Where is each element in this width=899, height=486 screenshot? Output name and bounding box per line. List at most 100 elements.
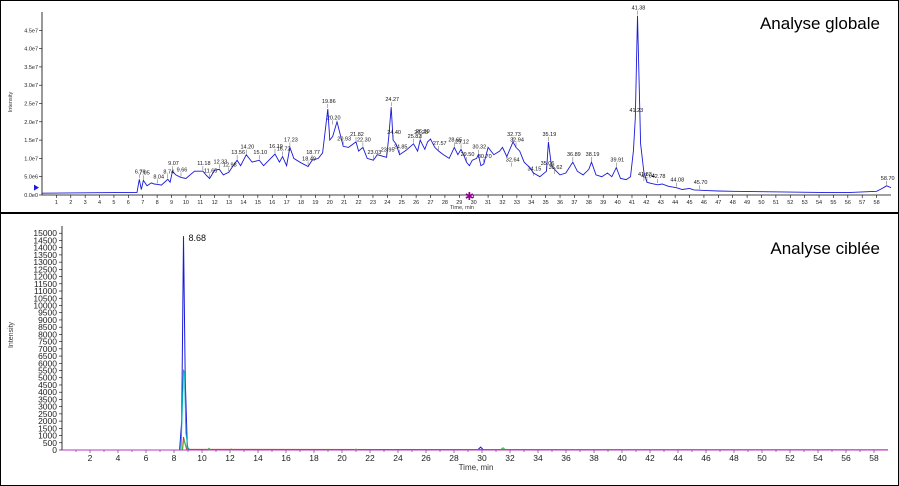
peak-label: 8.04 <box>153 174 164 180</box>
top-x-tick-label: 26 <box>413 200 419 206</box>
bottom-y-tick-label: 0 <box>52 445 57 455</box>
bottom-y-tick-label: 7500 <box>38 337 57 347</box>
panel-divider <box>0 212 899 214</box>
top-x-tick-label: 28 <box>442 200 448 206</box>
tic-trace-line <box>41 15 892 194</box>
global-analysis-title: Analyse globale <box>760 14 880 33</box>
peak-label: 9.66 <box>177 167 188 173</box>
peak-label: 35.06 <box>541 161 555 167</box>
top-x-tick-label: 12 <box>212 200 218 206</box>
top-x-tick-label: 29 <box>456 200 462 206</box>
peak-label: 26.28 <box>414 130 428 136</box>
bottom-y-tick-label: 6500 <box>38 351 57 361</box>
bottom-y-axis-label: Intensity <box>8 321 15 348</box>
top-x-tick-label: 24 <box>384 200 390 206</box>
top-x-tick-label: 41 <box>629 200 635 206</box>
peak-label: 16.19 <box>269 144 283 150</box>
peak-label: 7.05 <box>139 170 150 176</box>
bottom-y-tick-label: 1500 <box>38 423 57 433</box>
bottom-y-tick-label: 5000 <box>38 373 57 383</box>
peak-label: 24.85 <box>394 145 408 151</box>
top-x-tick-label: 39 <box>600 200 606 206</box>
bottom-y-tick-label: 1000 <box>38 431 57 441</box>
top-x-tick-label: 17 <box>284 200 290 206</box>
peak-label: 42.78 <box>652 174 666 180</box>
top-x-tick-label: 55 <box>830 200 836 206</box>
top-x-tick-label: 50 <box>758 200 764 206</box>
peak-label: 35.19 <box>542 132 556 138</box>
bottom-y-tick-label: 4000 <box>38 387 57 397</box>
bottom-x-tick-label: 24 <box>393 453 403 463</box>
top-y-tick-label: 3.5e7 <box>24 65 38 71</box>
bottom-y-tick-label: 15000 <box>33 228 57 238</box>
bottom-y-tick-label: 2000 <box>38 416 57 426</box>
bottom-x-tick-label: 46 <box>701 453 711 463</box>
top-x-tick-label: 43 <box>658 200 664 206</box>
top-x-tick-label: 46 <box>701 200 707 206</box>
bottom-x-tick-label: 22 <box>365 453 375 463</box>
peak-label: 22.30 <box>357 137 371 143</box>
bottom-x-tick-label: 8 <box>172 453 177 463</box>
peak-label: 34.15 <box>528 167 542 173</box>
peak-label: 45.70 <box>694 180 708 186</box>
top-x-tick-label: 25 <box>399 200 405 206</box>
peak-label: 8.74 <box>163 169 174 175</box>
peak-label: 17.23 <box>284 137 298 143</box>
peak-label: 24.27 <box>385 97 399 103</box>
top-x-tick-label: 14 <box>240 200 246 206</box>
bottom-y-tick-label: 7000 <box>38 344 57 354</box>
top-x-tick-label: 54 <box>816 200 822 206</box>
top-x-tick-label: 2 <box>69 200 72 206</box>
top-y-tick-label: 1.5e7 <box>24 138 38 144</box>
peak-label: 20.93 <box>337 136 351 142</box>
peak-label: 41.38 <box>632 6 646 12</box>
top-y-axis-label: Intensity <box>8 92 14 113</box>
peak-label: 32.94 <box>510 137 524 143</box>
top-x-tick-label: 9 <box>170 200 173 206</box>
top-y-tick-label: 3.0e7 <box>24 83 38 89</box>
global-analysis-chart: Analyse globale Time, min Intensity 0.0e… <box>8 6 895 211</box>
top-x-tick-label: 10 <box>183 200 189 206</box>
bottom-x-tick-label: 44 <box>673 453 683 463</box>
bottom-y-tick-label: 9000 <box>38 315 57 325</box>
top-y-tick-label: 0.0e0 <box>24 193 38 199</box>
bottom-x-tick-label: 48 <box>729 453 739 463</box>
peak-label: 25.82 <box>408 134 422 140</box>
peak-label: 29.12 <box>455 139 469 145</box>
peak-label: 38.19 <box>586 152 600 158</box>
top-x-tick-label: 57 <box>859 200 865 206</box>
bottom-y-tick-label: 14500 <box>33 235 57 245</box>
bottom-x-tick-label: 30 <box>477 453 487 463</box>
top-x-tick-label: 56 <box>845 200 851 206</box>
bottom-x-tick-label: 32 <box>505 453 515 463</box>
asterisk-marker-icon: ✱ <box>465 191 474 203</box>
top-x-tick-label: 15 <box>255 200 261 206</box>
top-x-tick-label: 58 <box>874 200 880 206</box>
peak-label: 27.57 <box>433 141 447 147</box>
peak-label: 19.86 <box>322 99 336 105</box>
peak-label: 36.89 <box>567 152 581 158</box>
top-x-tick-label: 18 <box>298 200 304 206</box>
bottom-y-tick-label: 10500 <box>33 293 57 303</box>
top-y-tick-label: 1.0e7 <box>24 156 38 162</box>
bottom-x-tick-label: 34 <box>533 453 543 463</box>
peak-label: 30.70 <box>478 154 492 160</box>
bottom-x-tick-label: 14 <box>253 453 263 463</box>
top-x-tick-label: 8 <box>156 200 159 206</box>
peak-label: 28.65 <box>448 137 462 143</box>
bottom-y-tick-label: 6000 <box>38 358 57 368</box>
bottom-x-tick-label: 36 <box>561 453 571 463</box>
top-x-tick-label: 33 <box>514 200 520 206</box>
top-x-tick-label: 32 <box>499 200 505 206</box>
peak-label: 23.95 <box>381 147 395 153</box>
bottom-y-tick-label: 10000 <box>33 300 57 310</box>
bottom-y-tick-label: 500 <box>43 438 57 448</box>
top-x-tick-label: 16 <box>269 200 275 206</box>
xic-trace-line <box>62 448 888 451</box>
peak-label: 39.91 <box>610 158 624 164</box>
top-x-tick-label: 47 <box>715 200 721 206</box>
bottom-x-tick-label: 6 <box>144 453 149 463</box>
bottom-y-tick-label: 2500 <box>38 409 57 419</box>
